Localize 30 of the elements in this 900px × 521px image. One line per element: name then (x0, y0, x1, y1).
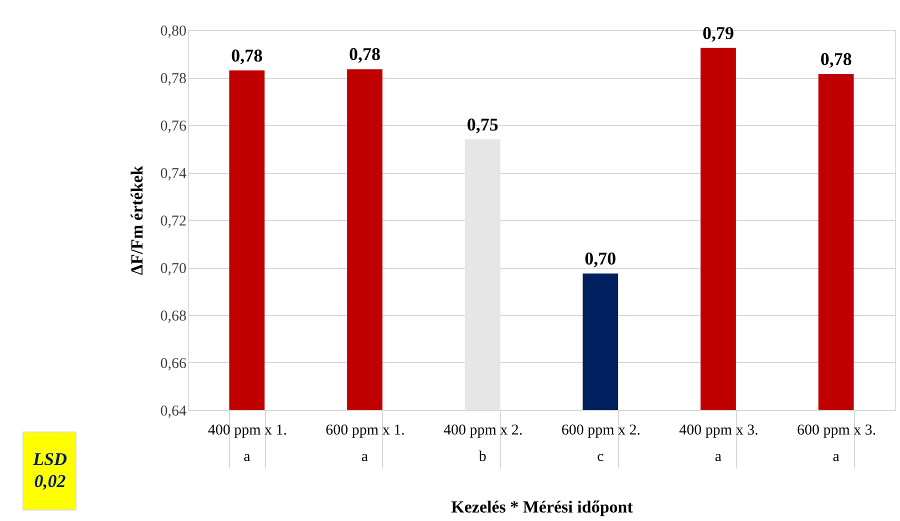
y-tick-label: 0,72 (160, 214, 186, 230)
x-tick-label: 600 ppm x 2. (561, 422, 641, 438)
y-tick-label: 0,78 (160, 71, 186, 87)
y-tick-label: 0,80 (160, 24, 186, 40)
y-tick-label: 0,64 (160, 404, 187, 420)
text: b (478, 449, 486, 465)
x-axis-title: Kezelés * Mérési időpont (451, 498, 634, 516)
x-tick-label: 400 ppm x 2. (443, 422, 523, 438)
data-label: 0,70 (584, 248, 616, 268)
x-tick-label: 600 ppm x 3. (796, 422, 876, 438)
text: a (832, 449, 840, 465)
y-axis-title: ΔF/Fm értékek (127, 165, 146, 276)
x-tick-label: 600 ppm x 1. (326, 422, 405, 438)
text: c (597, 449, 604, 465)
y-tick-label: 0,74 (160, 166, 187, 182)
data-label: 0,79 (702, 22, 734, 43)
text: a (714, 449, 722, 465)
y-tick-label: 0,70 (160, 261, 186, 277)
data-label: 0,78 (349, 44, 380, 64)
text: LSD 0,02 (32, 449, 68, 491)
y-tick-label: 0,66 (160, 356, 187, 372)
text: a (244, 449, 251, 465)
data-label: 0,78 (820, 48, 852, 69)
text: a (361, 449, 368, 465)
x-tick-label: 400 ppm x 1. (208, 422, 288, 438)
data-label: 0,78 (231, 45, 263, 66)
x-tick-label: 400 ppm x 3. (679, 422, 758, 438)
y-tick-label: 0,76 (160, 118, 187, 134)
data-label: 0,75 (466, 114, 498, 134)
y-tick-label: 0,68 (160, 308, 186, 324)
